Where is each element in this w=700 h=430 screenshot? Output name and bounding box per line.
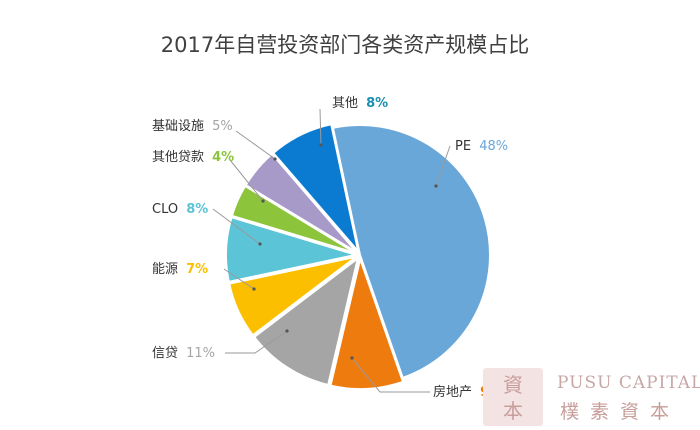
leader-dot-7 <box>319 143 323 147</box>
leader-dot-6 <box>273 157 277 161</box>
data-label-name-7: 其他 <box>332 96 362 111</box>
data-label-name-3: 能源 <box>152 262 182 277</box>
data-label-name-1: 房地产 <box>433 384 476 400</box>
data-label-percent-4: 8% <box>186 202 208 217</box>
watermark-logo-top: 資 <box>503 373 523 397</box>
leader-dot-0 <box>434 184 438 188</box>
watermark-logo-box <box>483 368 543 426</box>
data-label-name-6: 基础设施 <box>152 119 208 134</box>
data-label-3: 能源 7% <box>152 262 208 277</box>
pie-slice-2 <box>252 255 360 387</box>
leader-dot-5 <box>261 199 265 203</box>
leader-dot-2 <box>285 329 289 333</box>
data-label-7: 其他 8% <box>332 96 388 111</box>
watermark-logo-bottom: 本 <box>503 399 523 423</box>
data-label-name-4: CLO <box>152 202 182 217</box>
data-label-name-5: 其他贷款 <box>152 150 208 165</box>
data-label-percent-3: 7% <box>186 262 208 277</box>
leader-dot-1 <box>350 356 354 360</box>
data-label-percent-0: 48% <box>479 139 508 154</box>
watermark-logo: 資 本 <box>483 368 543 426</box>
data-label-4: CLO 8% <box>152 202 208 217</box>
pie-slice-4 <box>225 216 357 284</box>
leader-line-6 <box>235 130 276 160</box>
leader-line-4 <box>212 208 261 245</box>
leader-line-1 <box>351 357 430 393</box>
pie-slice-1 <box>329 255 405 390</box>
leader-line-3 <box>223 268 255 290</box>
pie-slices <box>225 123 491 390</box>
leader-line-0 <box>435 145 451 187</box>
watermark-english: PUSU CAPITAL <box>557 373 700 393</box>
watermark-chinese: 樸素資本 <box>560 401 680 423</box>
pie-slice-7 <box>271 123 360 253</box>
leader-dot-4 <box>258 242 262 246</box>
data-label-0: PE 48% <box>455 139 508 154</box>
data-label-name-2: 信贷 <box>152 346 182 361</box>
leader-line-7 <box>319 108 322 146</box>
data-label-percent-2: 11% <box>186 346 215 361</box>
pie-slice-6 <box>244 152 358 254</box>
data-label-6: 基础设施 5% <box>152 119 233 134</box>
data-label-5: 其他贷款 4% <box>152 150 234 165</box>
data-label-percent-6: 5% <box>212 119 233 134</box>
data-label-percent-5: 4% <box>212 150 234 165</box>
pie-slice-0 <box>331 124 491 380</box>
pie-slice-5 <box>230 184 357 255</box>
leader-line-5 <box>229 159 264 202</box>
leader-dot-3 <box>252 287 256 291</box>
leader-line-2 <box>225 330 288 354</box>
data-label-name-0: PE <box>455 139 475 154</box>
data-label-2: 信贷 11% <box>152 346 215 361</box>
data-label-percent-7: 8% <box>366 96 388 111</box>
chart-title: 2017年自营投资部门各类资产规模占比 <box>161 33 529 57</box>
pie-slice-3 <box>228 255 357 337</box>
